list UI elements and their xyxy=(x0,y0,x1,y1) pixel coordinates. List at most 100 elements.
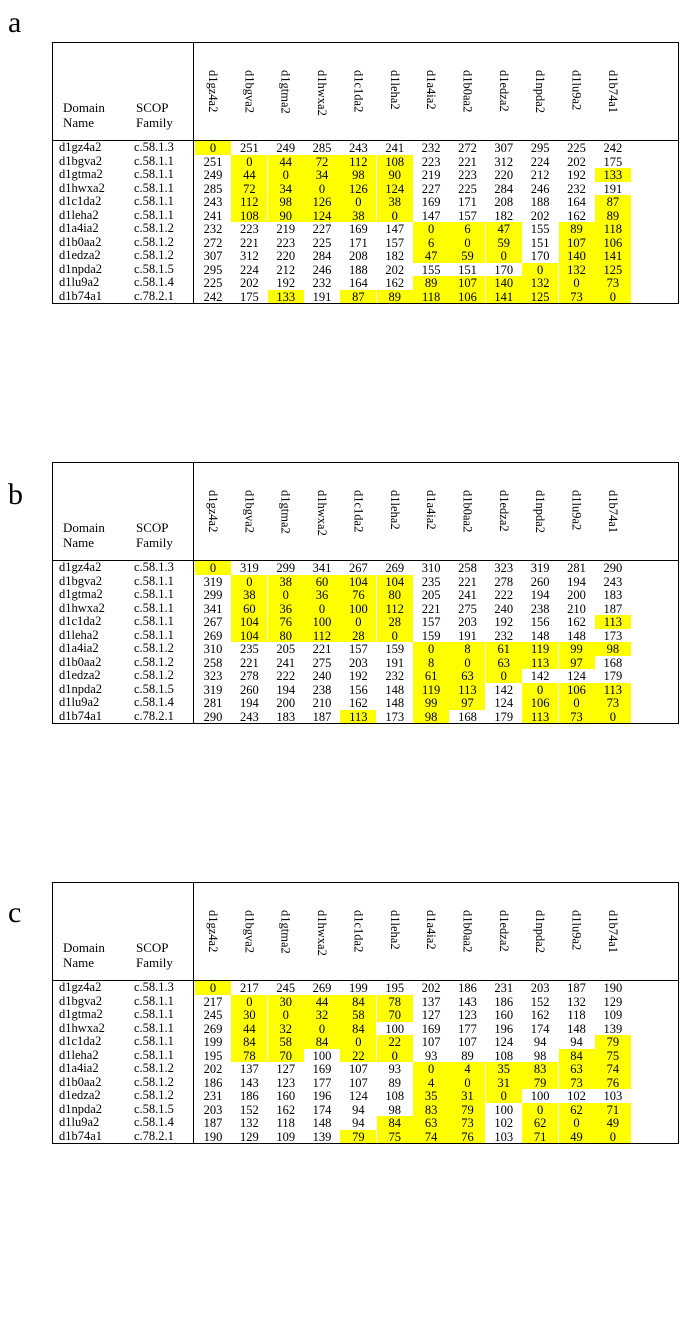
distance-cell: 8 xyxy=(413,655,450,669)
distance-cell: 76 xyxy=(267,615,304,629)
distance-cell: 0 xyxy=(558,276,595,290)
row-scop-family: c.58.1.5 xyxy=(134,1101,174,1116)
distance-cell: 0 xyxy=(304,181,341,195)
distance-cell: 246 xyxy=(312,262,332,277)
table-row: d1npda2 c.58.1.5 203 152 162 174 94 98 83 79 100 0 6… xyxy=(53,1101,680,1117)
distance-cell: 190 xyxy=(203,1129,223,1144)
distance-cell: 182 xyxy=(494,208,514,223)
row-scop-family: c.58.1.2 xyxy=(134,1061,174,1075)
distance-cell: 79 xyxy=(522,1075,559,1089)
distance-cell: 221 xyxy=(421,601,441,616)
distance-cell: 221 xyxy=(458,574,477,589)
column-header: d1hwxa2 xyxy=(315,910,330,956)
column-divider xyxy=(193,43,194,303)
distance-cell: 162 xyxy=(385,276,405,290)
row-domain-name: d1b0aa2 xyxy=(59,1074,102,1089)
header-divider xyxy=(53,560,678,561)
distance-cell: 98 xyxy=(594,642,631,656)
distance-cell: 126 xyxy=(304,195,341,209)
distance-cell: 285 xyxy=(312,141,332,155)
distance-cell: 0 xyxy=(485,1089,522,1103)
row-domain-name: d1b74a1 xyxy=(59,1128,103,1143)
distance-cell: 155 xyxy=(530,222,550,236)
distance-cell: 186 xyxy=(494,994,514,1009)
distance-cell: 73 xyxy=(594,276,631,290)
row-scop-family: c.58.1.4 xyxy=(134,1115,174,1129)
distance-cell: 76 xyxy=(340,588,377,602)
distance-cell: 170 xyxy=(494,262,514,277)
distance-cell: 100 xyxy=(530,1089,550,1103)
distance-cell: 124 xyxy=(376,181,413,195)
distance-cell: 148 xyxy=(385,682,405,697)
header-text: Name xyxy=(63,535,95,550)
distance-cell: 220 xyxy=(276,249,296,263)
distance-cell: 205 xyxy=(421,588,441,602)
distance-cell: 217 xyxy=(239,981,259,995)
distance-cell: 148 xyxy=(530,628,550,643)
header-text: SCOP xyxy=(136,100,169,115)
distance-cell: 124 xyxy=(304,208,341,222)
header-text: Domain xyxy=(63,100,105,115)
distance-cell: 243 xyxy=(203,195,223,209)
row-domain-name: d1npda2 xyxy=(59,261,103,276)
distance-cell: 164 xyxy=(349,276,368,290)
column-header: d1c1da2 xyxy=(351,70,366,113)
distance-cell: 79 xyxy=(594,1035,631,1049)
table-row: d1b0aa2 c.58.1.2 272 221 223 225 171 157 6 0 59 151… xyxy=(53,234,680,249)
distance-cell: 72 xyxy=(231,181,268,195)
distance-cell: 0 xyxy=(558,1116,595,1130)
distance-cell: 63 xyxy=(449,669,486,683)
row-domain-name: d1npda2 xyxy=(59,681,103,696)
distance-cell: 187 xyxy=(567,981,586,995)
distance-cell: 87 xyxy=(340,289,377,303)
row-scop-family: c.58.1.2 xyxy=(134,234,174,249)
table-row: d1bgva2 c.58.1.1 217 0 30 44 84 78 137 143 186 152 1… xyxy=(53,994,680,1009)
row-scop-family: c.58.1.1 xyxy=(134,1007,174,1021)
distance-cell: 227 xyxy=(421,181,441,196)
distance-cell: 243 xyxy=(349,141,368,155)
distance-cell: 240 xyxy=(312,669,332,683)
distance-cell: 31 xyxy=(485,1075,522,1089)
distance-cell: 44 xyxy=(231,1021,268,1035)
distance-cell: 100 xyxy=(312,1048,332,1063)
distance-cell: 119 xyxy=(413,682,450,696)
row-scop-family: c.58.1.2 xyxy=(134,641,174,655)
distance-cell: 34 xyxy=(267,181,304,195)
header-text: SCOP xyxy=(136,520,169,535)
distance-cell: 62 xyxy=(522,1116,559,1130)
scop-family-header: SCOP Family xyxy=(136,940,173,970)
distance-cell: 127 xyxy=(421,1008,441,1022)
row-scop-family: c.78.2.1 xyxy=(134,288,174,303)
distance-cell: 219 xyxy=(421,168,441,182)
row-scop-family: c.58.1.5 xyxy=(134,681,174,696)
distance-cell: 212 xyxy=(276,262,296,277)
distance-cell: 133 xyxy=(267,289,304,303)
distance-cell: 129 xyxy=(239,1129,259,1144)
distance-cell: 232 xyxy=(203,222,223,236)
distance-cell: 157 xyxy=(458,208,477,223)
table-row: d1leha2 c.58.1.1 241 108 90 124 38 0 147 157 182 20… xyxy=(53,208,680,223)
distance-cell: 295 xyxy=(203,262,223,277)
distance-cell: 112 xyxy=(376,601,413,615)
distance-cell: 323 xyxy=(203,669,223,683)
distance-cell: 84 xyxy=(340,994,377,1008)
distance-cell: 195 xyxy=(385,981,405,995)
column-header: d1npda2 xyxy=(533,910,548,954)
distance-cell: 22 xyxy=(376,1035,413,1049)
distance-cell: 94 xyxy=(352,1102,365,1117)
distance-cell: 79 xyxy=(449,1102,486,1116)
distance-cell: 278 xyxy=(239,669,259,683)
column-header: d1a4ia2 xyxy=(424,910,439,950)
distance-cell: 113 xyxy=(594,682,631,696)
distance-cell: 89 xyxy=(376,289,413,303)
distance-cell: 241 xyxy=(276,655,296,670)
row-domain-name: d1gz4a2 xyxy=(59,140,102,154)
distance-cell: 108 xyxy=(376,154,413,168)
distance-cell: 113 xyxy=(522,709,559,723)
table-row: d1b0aa2 c.58.1.2 258 221 241 275 203 191 8 0 63 113… xyxy=(53,655,680,670)
distance-cell: 203 xyxy=(349,655,368,670)
distance-cell: 113 xyxy=(522,655,559,669)
row-domain-name: d1hwxa2 xyxy=(59,600,105,615)
row-scop-family: c.58.1.1 xyxy=(134,1020,174,1035)
distance-cell: 73 xyxy=(449,1116,486,1130)
